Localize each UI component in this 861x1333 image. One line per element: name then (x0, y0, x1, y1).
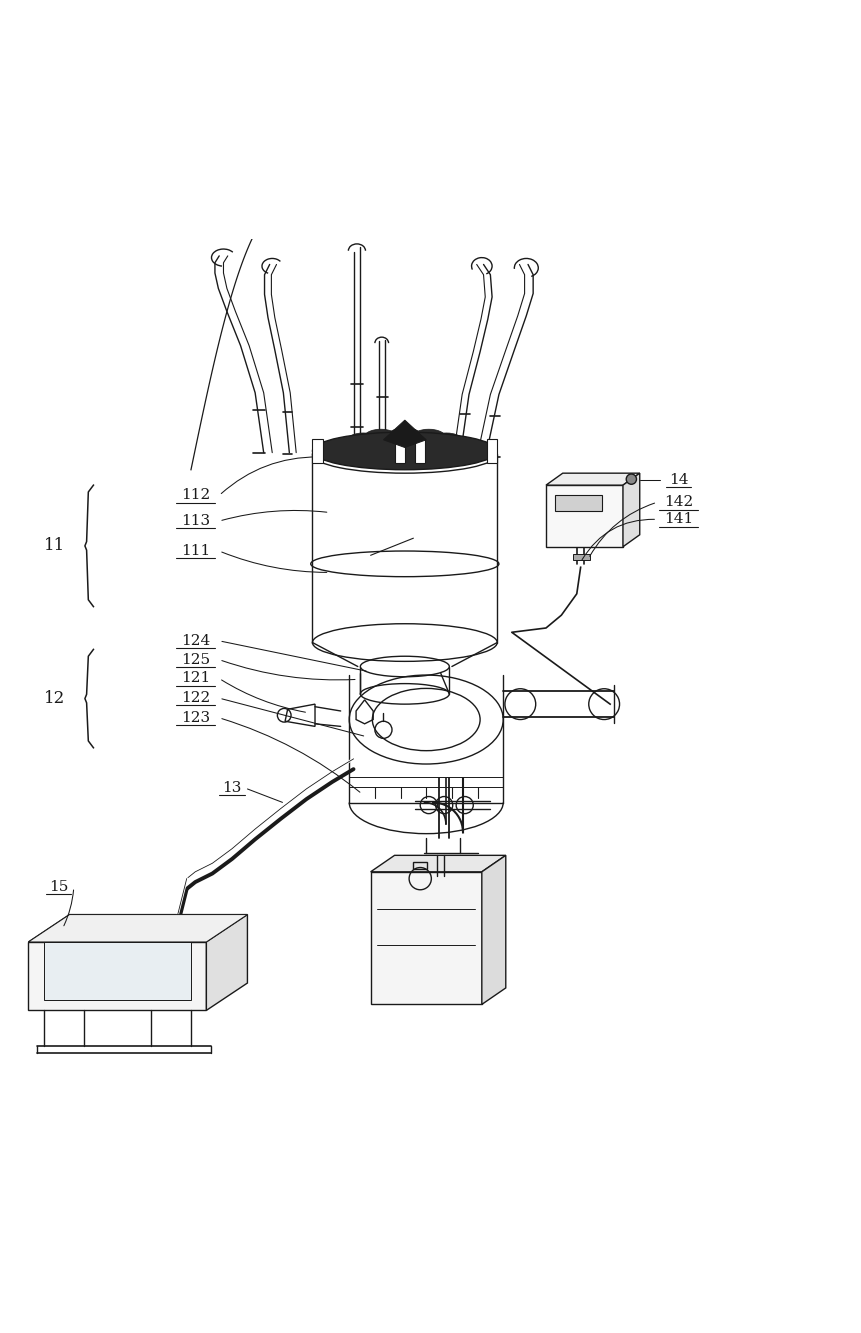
Text: 125: 125 (181, 653, 210, 666)
Polygon shape (383, 420, 426, 448)
Text: 13: 13 (222, 781, 242, 794)
Polygon shape (28, 942, 207, 1010)
Text: 141: 141 (664, 512, 693, 527)
Polygon shape (207, 914, 247, 1010)
Bar (487, 439, 497, 463)
Polygon shape (482, 856, 505, 1004)
Bar (413, 861, 427, 869)
Text: 123: 123 (181, 710, 210, 725)
Text: 122: 122 (181, 690, 210, 705)
Polygon shape (28, 914, 247, 942)
Polygon shape (370, 856, 505, 872)
Polygon shape (546, 473, 640, 485)
Text: 142: 142 (664, 496, 693, 509)
Ellipse shape (346, 433, 381, 451)
Ellipse shape (412, 429, 446, 447)
Bar (370, 872, 482, 1004)
Text: 113: 113 (181, 515, 210, 528)
Bar (573, 553, 590, 560)
Text: 124: 124 (181, 633, 210, 648)
Ellipse shape (313, 432, 497, 469)
Text: 12: 12 (43, 690, 65, 706)
Text: 14: 14 (669, 473, 688, 487)
Text: 111: 111 (181, 544, 210, 559)
Ellipse shape (430, 433, 463, 451)
Text: 15: 15 (49, 880, 68, 894)
Text: 121: 121 (181, 672, 210, 685)
Polygon shape (44, 942, 191, 1000)
Polygon shape (623, 473, 640, 547)
Circle shape (626, 475, 636, 484)
Bar (394, 439, 405, 463)
Bar (546, 485, 623, 547)
Ellipse shape (364, 429, 398, 447)
Ellipse shape (387, 428, 422, 445)
Text: 11: 11 (43, 537, 65, 555)
Bar (313, 439, 323, 463)
Text: 112: 112 (181, 488, 210, 503)
Bar (415, 439, 425, 463)
Polygon shape (28, 914, 247, 942)
Bar (554, 496, 602, 511)
